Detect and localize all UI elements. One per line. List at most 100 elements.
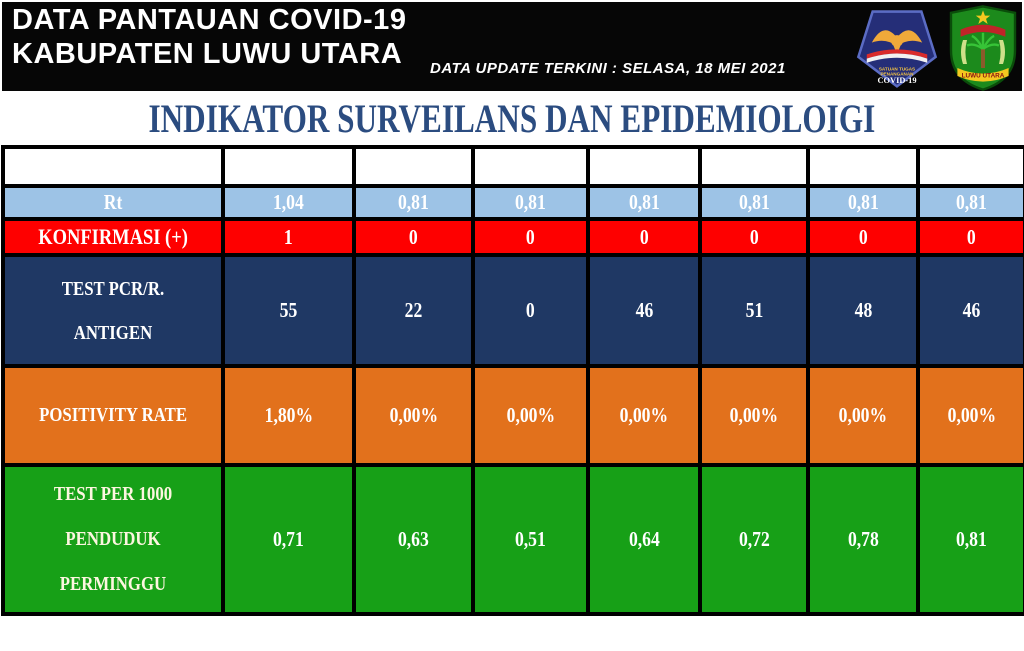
table-row-positivity-rate: POSITIVITY RATE 1,80% 0,00% 0,00% 0,00% …: [1, 364, 1024, 467]
cell-value: 0,81: [956, 190, 987, 214]
cell-rt-16mei: 0,81: [806, 184, 920, 221]
row-label-test-pcr: TEST PCR/R. ANTIGEN: [1, 253, 225, 368]
cell-value: 0: [749, 224, 759, 249]
cell-value: 0,00%: [838, 403, 888, 427]
cell-value: 0,81: [847, 190, 879, 214]
row-label: TEST PER 1000 PENDUDUK PERMINGGU: [53, 483, 173, 595]
cell-value: 1: [284, 224, 293, 249]
cell-value: 0,00%: [619, 403, 669, 427]
cell-pcr-17mei: 46: [916, 253, 1024, 368]
column-header-label: 16 MEI: [832, 153, 894, 179]
column-header-17mei: 17 MEI: [916, 145, 1024, 188]
satgas-caption-covid19: COVID-19: [877, 76, 916, 85]
row-label-test-per-1000: TEST PER 1000 PENDUDUK PERMINGGU: [1, 463, 225, 616]
cell-value: 0: [526, 298, 535, 322]
cell-rt-17mei: 0,81: [916, 184, 1024, 221]
cell-konfirmasi-15mei: 0: [698, 217, 810, 257]
cell-konfirmasi-11mei: 1: [221, 217, 356, 257]
cell-value: 55: [279, 298, 298, 322]
corner-cell: [1, 145, 225, 188]
cell-rt-11mei: 1,04: [221, 184, 356, 221]
cell-konfirmasi-14mei: 0: [586, 217, 702, 257]
cell-value: 0,81: [515, 190, 546, 214]
update-date-text: DATA UPDATE TERKINI : SELASA, 18 MEI 202…: [430, 60, 786, 77]
cell-per1000-11mei: 0,71: [221, 463, 356, 616]
page-title-line1: DATA PANTAUAN COVID-19: [12, 4, 407, 36]
cell-positivity-11mei: 1,80%: [221, 364, 356, 467]
section-title-band: INDIKATOR SURVEILANS DAN EPIDEMIOLOIGI: [0, 93, 1024, 145]
cell-rt-15mei: 0,81: [698, 184, 810, 221]
cell-value: 0: [526, 224, 535, 249]
cell-pcr-11mei: 55: [221, 253, 356, 368]
cell-value: 0,81: [628, 190, 660, 214]
cell-value: 0,00%: [729, 403, 779, 427]
cell-value: 51: [745, 298, 763, 322]
column-header-label: 15 MEI: [723, 153, 785, 179]
cell-value: 22: [404, 298, 423, 322]
row-label: POSITIVITY RATE: [39, 404, 187, 426]
satgas-caption-line1: SATUAN TUGAS: [879, 66, 915, 71]
table-row-test-per-1000: TEST PER 1000 PENDUDUK PERMINGGU 0,71 0,…: [1, 463, 1024, 616]
column-header-12mei: 12 MEI: [352, 145, 475, 188]
cell-value: 0,72: [738, 527, 770, 551]
cell-value: 0,51: [515, 527, 546, 551]
cell-pcr-14mei: 46: [586, 253, 702, 368]
cell-value: 0,78: [847, 527, 879, 551]
cell-per1000-12mei: 0,63: [352, 463, 475, 616]
column-header-label: 17 MEI: [941, 153, 1002, 179]
column-header-14mei: 14 MEI: [586, 145, 702, 188]
row-label: KONFIRMASI (+): [38, 224, 188, 249]
section-title: INDIKATOR SURVEILANS DAN EPIDEMIOLOIGI: [148, 96, 876, 141]
column-header-label: 13 MEI: [500, 153, 561, 179]
row-label-rt: Rt: [1, 184, 225, 221]
cell-positivity-12mei: 0,00%: [352, 364, 475, 467]
cell-positivity-15mei: 0,00%: [698, 364, 810, 467]
header-band: DATA PANTAUAN COVID-19 KABUPATEN LUWU UT…: [2, 2, 1022, 91]
cell-per1000-13mei: 0,51: [471, 463, 590, 616]
cell-value: 1,80%: [264, 403, 313, 427]
cell-per1000-15mei: 0,72: [698, 463, 810, 616]
cell-value: 0: [639, 224, 649, 249]
column-header-label: 12 MEI: [383, 153, 444, 179]
cell-konfirmasi-12mei: 0: [352, 217, 475, 257]
cell-value: 0,00%: [506, 403, 555, 427]
cell-value: 0,81: [956, 527, 987, 551]
row-label-positivity-rate: POSITIVITY RATE: [1, 364, 225, 467]
cell-value: 0,63: [398, 527, 429, 551]
cell-value: 0: [409, 224, 418, 249]
cell-pcr-16mei: 48: [806, 253, 920, 368]
cell-value: 46: [635, 298, 653, 322]
cell-pcr-13mei: 0: [471, 253, 590, 368]
luwu-utara-caption: LUWU UTARA: [962, 73, 1005, 80]
cell-pcr-15mei: 51: [698, 253, 810, 368]
cell-per1000-17mei: 0,81: [916, 463, 1024, 616]
cell-positivity-13mei: 0,00%: [471, 364, 590, 467]
table-row-test-pcr: TEST PCR/R. ANTIGEN 55 22 0 46 51 48 46: [1, 253, 1024, 368]
column-header-11mei: 11 MEI: [221, 145, 356, 188]
cell-konfirmasi-16mei: 0: [806, 217, 920, 257]
column-header-13mei: 13 MEI: [471, 145, 590, 188]
column-header-label: 11 MEI: [258, 153, 319, 179]
satgas-covid19-logo-icon: SATUAN TUGAS PENANGANAN COVID-19: [856, 10, 938, 88]
cell-value: 46: [962, 298, 981, 322]
table-row-rt: Rt 1,04 0,81 0,81 0,81 0,81 0,81 0,81: [1, 184, 1024, 221]
row-label: TEST PCR/R. ANTIGEN: [61, 277, 165, 344]
cell-positivity-14mei: 0,00%: [586, 364, 702, 467]
cell-rt-14mei: 0,81: [586, 184, 702, 221]
cell-value: 1,04: [273, 190, 304, 214]
table-header-row: 11 MEI 12 MEI 13 MEI 14 MEI 15 MEI 16 ME…: [1, 145, 1024, 188]
cell-value: 0,64: [628, 527, 660, 551]
cell-value: 0,81: [398, 190, 429, 214]
cell-value: 0,81: [738, 190, 770, 214]
table-row-konfirmasi: KONFIRMASI (+) 1 0 0 0 0 0 0: [1, 217, 1024, 257]
cell-positivity-17mei: 0,00%: [916, 364, 1024, 467]
cell-value: 0,00%: [389, 403, 438, 427]
cell-rt-12mei: 0,81: [352, 184, 475, 221]
cell-value: 48: [854, 298, 872, 322]
cell-value: 0: [858, 224, 868, 249]
cell-value: 0,71: [273, 527, 304, 551]
cell-value: 0,00%: [947, 403, 996, 427]
column-header-15mei: 15 MEI: [698, 145, 810, 188]
page-title-line2: KABUPATEN LUWU UTARA: [12, 38, 403, 70]
cell-pcr-12mei: 22: [352, 253, 475, 368]
